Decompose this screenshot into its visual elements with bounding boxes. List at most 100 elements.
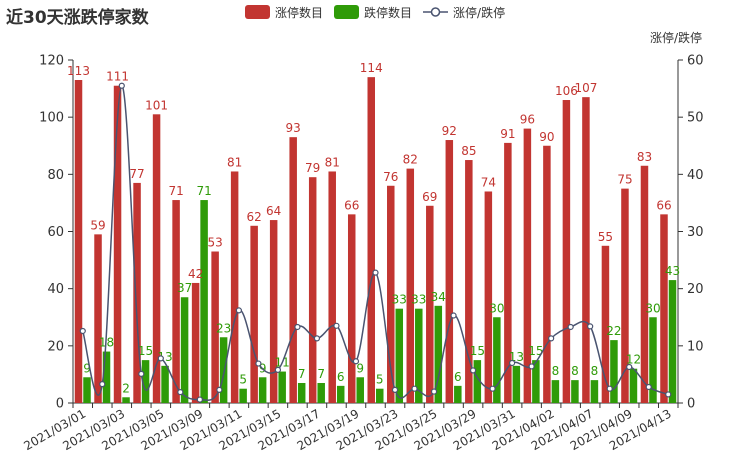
- ratio-point: [528, 363, 535, 370]
- bar-down-label: 34: [431, 290, 446, 304]
- legend-item-ratio[interactable]: 涨停/跌停: [423, 4, 505, 21]
- bar-down-label: 15: [528, 344, 543, 358]
- bar-up-label: 106: [555, 84, 578, 98]
- bar-down-label: 8: [571, 364, 579, 378]
- bar-down-label: 33: [411, 293, 426, 307]
- ratio-point: [567, 323, 574, 331]
- ratio-point: [469, 367, 477, 374]
- ratio-point: [665, 391, 672, 398]
- bar-down-label: 23: [216, 321, 231, 335]
- legend-item-down[interactable]: 跌停数目: [334, 4, 412, 21]
- bar-up: [191, 282, 200, 403]
- y-left-tick-label: 0: [56, 397, 64, 412]
- ratio-point: [587, 323, 594, 330]
- bar-down: [649, 317, 657, 403]
- bar-up-label: 71: [168, 184, 183, 198]
- bar-down-label: 71: [196, 184, 211, 198]
- bar-down-label: 30: [489, 301, 504, 315]
- bar-down: [493, 317, 501, 403]
- ratio-point: [313, 335, 321, 342]
- bar-down: [668, 280, 677, 403]
- bar-up: [289, 137, 297, 404]
- y-right-axis-name: 涨停/跌停: [650, 30, 702, 45]
- bar-up: [523, 128, 532, 403]
- bar-up: [172, 200, 180, 403]
- bar-up: [426, 205, 434, 403]
- bar-up-label: 114: [360, 61, 383, 75]
- legend-line-icon: [423, 7, 449, 17]
- bar-up: [621, 188, 629, 403]
- bar-up: [543, 145, 551, 403]
- bar-up-label: 53: [207, 236, 222, 250]
- ratio-point: [255, 360, 262, 367]
- ratio-point: [626, 363, 633, 371]
- bar-up-label: 66: [656, 198, 671, 212]
- bar-down-label: 6: [337, 370, 345, 384]
- ratio-point: [548, 335, 555, 342]
- bar-up: [445, 140, 454, 404]
- legend-swatch-up: [245, 5, 270, 19]
- y-right-tick-label: 50: [687, 111, 704, 126]
- bar-down: [512, 365, 521, 403]
- bar-down: [395, 308, 404, 403]
- bar-up: [367, 77, 375, 404]
- y-right-tick-label: 20: [687, 282, 704, 297]
- ratio-point: [157, 355, 164, 362]
- bar-down-label: 9: [83, 361, 91, 375]
- y-left-tick-label: 100: [39, 111, 64, 126]
- bar-down: [571, 380, 579, 403]
- bar-down-label: 12: [626, 353, 641, 367]
- y-right-tick-label: 10: [687, 339, 704, 354]
- y-right-tick-label: 60: [687, 54, 704, 69]
- bar-up: [308, 177, 317, 403]
- y-left-tick-label: 80: [47, 168, 64, 183]
- bar-up-label: 113: [67, 64, 90, 78]
- legend-label-ratio: 涨停/跌停: [453, 5, 506, 20]
- ratio-point: [391, 386, 399, 393]
- ratio-point: [99, 381, 106, 388]
- bar-up: [113, 85, 122, 403]
- bar-up-label: 74: [481, 175, 496, 189]
- bar-down-label: 2: [122, 381, 130, 395]
- ratio-point: [430, 388, 438, 395]
- y-right-tick-label: 30: [687, 225, 704, 240]
- bar-down-label: 22: [606, 324, 621, 338]
- bar-up: [387, 185, 395, 403]
- bar-up-label: 93: [286, 121, 301, 135]
- y-right-tick-label: 0: [687, 397, 695, 412]
- bar-down: [336, 385, 345, 403]
- bar-up-label: 90: [539, 130, 554, 144]
- bar-up: [347, 214, 356, 403]
- bar-up-label: 77: [129, 167, 144, 181]
- bar-down: [239, 388, 247, 403]
- bar-down: [83, 377, 91, 403]
- bar-up-label: 101: [145, 98, 168, 112]
- ratio-point: [118, 82, 125, 89]
- bar-up-label: 75: [617, 173, 632, 187]
- bar-up: [640, 165, 649, 403]
- bar-up: [152, 114, 161, 403]
- ratio-point: [79, 327, 86, 335]
- bar-up: [601, 245, 610, 403]
- bar-down-label: 37: [177, 281, 192, 295]
- bar-up-label: 76: [383, 170, 398, 184]
- bar-down: [376, 388, 384, 403]
- bar-up: [504, 142, 512, 403]
- ratio-point: [138, 370, 145, 377]
- bar-up-label: 66: [344, 198, 359, 212]
- bar-up: [484, 191, 493, 403]
- bar-up: [328, 171, 336, 403]
- ratio-point: [333, 322, 340, 329]
- bar-up-label: 83: [637, 150, 652, 164]
- legend-item-up[interactable]: 涨停数目: [245, 4, 323, 21]
- bar-down-label: 9: [356, 361, 364, 375]
- bar-down-label: 8: [591, 364, 599, 378]
- bar-down: [258, 377, 267, 403]
- bar-down-label: 6: [454, 370, 462, 384]
- bar-down: [161, 365, 169, 403]
- bar-down-label: 7: [317, 367, 325, 381]
- bar-up-label: 85: [461, 144, 476, 158]
- bar-down: [434, 305, 443, 403]
